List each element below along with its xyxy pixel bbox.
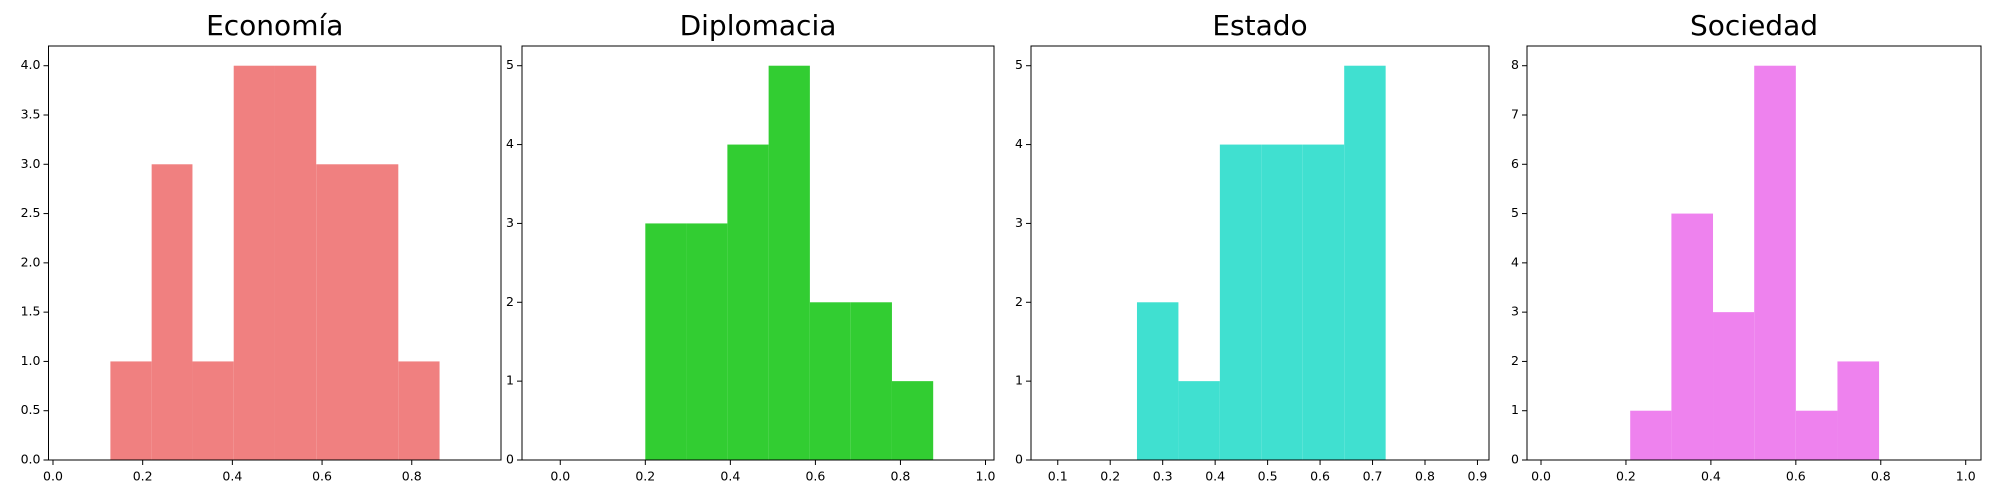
x-tick-label: 0.8 (1415, 469, 1435, 484)
histogram-bar (645, 223, 687, 460)
histogram-bar (192, 361, 234, 460)
y-tick-label: 2.0 (21, 254, 41, 269)
histogram-bar (686, 223, 728, 460)
y-tick-label: 3.0 (21, 156, 41, 171)
histogram-bar (151, 164, 193, 461)
x-tick-label: 0.2 (133, 469, 153, 484)
histogram-bar (1837, 361, 1880, 460)
chart-title: Diplomacia (680, 9, 837, 42)
chart-title: Sociedad (1690, 9, 1818, 42)
plot-frame (48, 45, 502, 461)
histogram-bar (1136, 302, 1179, 460)
x-tick-label: 0.7 (1363, 469, 1383, 484)
y-tick-label: 4 (1015, 136, 1023, 151)
y-tick-label: 2 (1015, 294, 1023, 309)
y-tick-label: 4 (506, 136, 514, 151)
y-tick-label: 2 (1511, 353, 1519, 368)
y-tick-label: 7 (1511, 107, 1519, 122)
histogram-bar (1302, 144, 1345, 461)
histogram-bar (274, 65, 317, 460)
y-tick-label: 8 (1511, 57, 1519, 72)
x-tick-label: 0.9 (1468, 469, 1488, 484)
histogram-bar (1219, 144, 1262, 461)
x-tick-label: 0.6 (1786, 469, 1806, 484)
y-tick-label: 0.0 (21, 452, 41, 467)
x-tick-label: 0.0 (550, 469, 570, 484)
y-tick-label: 1.5 (21, 304, 41, 319)
x-tick-label: 0.4 (222, 469, 242, 484)
y-tick-label: 6 (1511, 156, 1519, 171)
x-tick-label: 0.3 (1153, 469, 1173, 484)
y-tick-label: 1 (506, 373, 514, 388)
histogram-bar (1671, 213, 1714, 460)
y-tick-label: 2.5 (21, 205, 41, 220)
y-tick-label: 5 (1015, 57, 1023, 72)
y-tick-label: 3 (1511, 304, 1519, 319)
x-tick-label: 0.6 (312, 469, 332, 484)
histogram-bar (1795, 410, 1838, 460)
chart-title: Economía (206, 9, 343, 42)
y-tick-label: 1 (1015, 373, 1023, 388)
x-tick-label: 0.0 (43, 469, 63, 484)
x-tick-label: 0.8 (402, 469, 422, 484)
histogram-bar (110, 361, 152, 460)
histogram-bar (1261, 144, 1303, 461)
y-tick-label: 0 (506, 452, 514, 467)
x-tick-label: 0.8 (1871, 469, 1891, 484)
x-tick-label: 0.5 (1258, 469, 1278, 484)
histogram-bar (1713, 312, 1755, 460)
histogram-bar (727, 144, 769, 461)
histogram-bar (1344, 65, 1386, 460)
y-tick-label: 2 (506, 294, 514, 309)
y-tick-label: 3 (1015, 215, 1023, 230)
y-tick-label: 5 (506, 57, 514, 72)
histogram-bar (1630, 410, 1672, 460)
y-tick-label: 4 (1511, 254, 1519, 269)
y-tick-label: 0 (1511, 452, 1519, 467)
histogram-bar (809, 302, 851, 460)
x-tick-label: 0.6 (1310, 469, 1330, 484)
y-tick-label: 1.0 (21, 353, 41, 368)
y-tick-label: 4.0 (21, 57, 41, 72)
histogram-bar (891, 381, 934, 460)
x-tick-label: 0.6 (805, 469, 825, 484)
plot-frame (521, 45, 995, 461)
histogram-bar (768, 65, 810, 460)
x-tick-label: 0.4 (720, 469, 740, 484)
histogram-bar (850, 302, 892, 460)
histogram-bar (233, 65, 275, 460)
x-tick-label: 0.0 (1531, 469, 1551, 484)
x-tick-label: 0.8 (891, 469, 911, 484)
x-tick-label: 1.0 (1956, 469, 1976, 484)
x-tick-label: 0.2 (635, 469, 655, 484)
x-tick-label: 0.2 (1100, 469, 1120, 484)
histogram-bar (357, 164, 399, 461)
y-tick-label: 0.5 (21, 402, 41, 417)
y-tick-label: 3 (506, 215, 514, 230)
histogram-bar (316, 164, 358, 461)
histogram-bar (1178, 381, 1220, 460)
x-tick-label: 0.4 (1205, 469, 1225, 484)
y-tick-label: 3.5 (21, 107, 41, 122)
x-tick-label: 1.0 (976, 469, 996, 484)
histogram-bar (1754, 65, 1796, 460)
y-tick-label: 1 (1511, 402, 1519, 417)
x-tick-label: 0.1 (1048, 469, 1068, 484)
chart-title: Estado (1212, 9, 1307, 42)
x-tick-label: 0.2 (1616, 469, 1636, 484)
y-tick-label: 5 (1511, 205, 1519, 220)
histogram-bar (398, 361, 440, 460)
y-tick-label: 0 (1015, 452, 1023, 467)
x-tick-label: 0.4 (1701, 469, 1721, 484)
plot-frame (1526, 45, 1982, 461)
plot-frame (1030, 45, 1490, 461)
